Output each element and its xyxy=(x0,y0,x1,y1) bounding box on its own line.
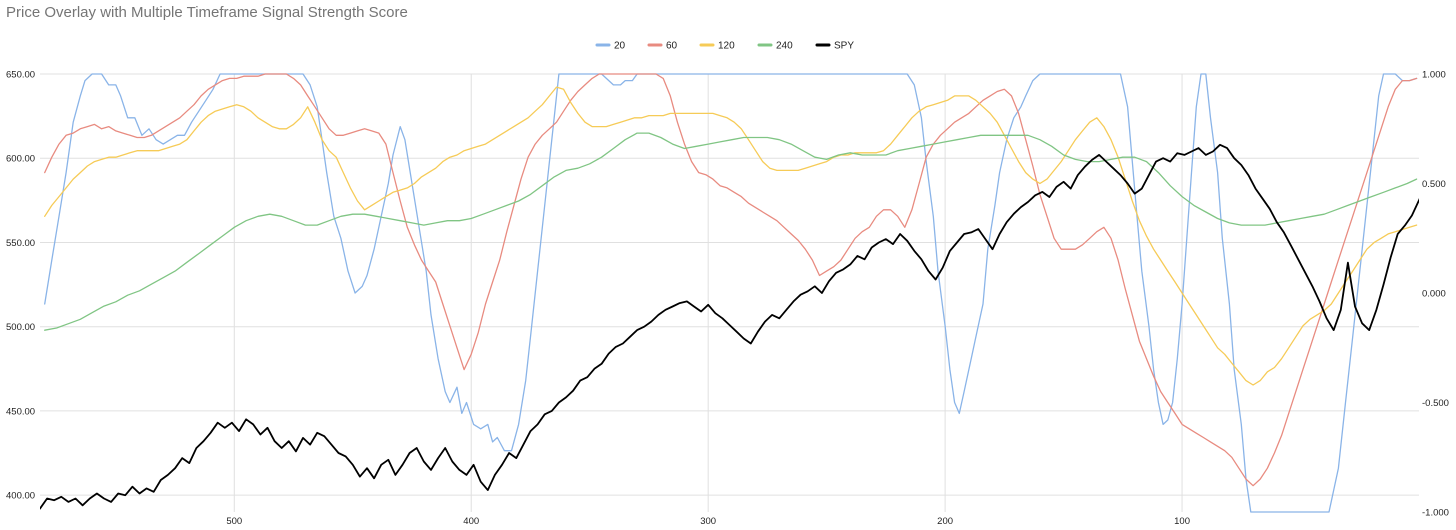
y-right-tick-label: 0.500 xyxy=(1422,179,1446,190)
axis-tick-labels: 400.00 450.00 500.00 550.00 600.00 650.00 500 4… xyxy=(6,70,1449,528)
x-tick-label: 200 xyxy=(937,516,953,527)
legend-label-20: 20 xyxy=(614,41,626,52)
x-tick-label: 100 xyxy=(1174,516,1190,527)
series-line-120 xyxy=(44,86,1418,386)
legend-label-120: 120 xyxy=(718,41,735,52)
legend-label-60: 60 xyxy=(666,41,678,52)
legend-label-240: 240 xyxy=(776,41,793,52)
series-line-20 xyxy=(44,73,1418,513)
series-line-60 xyxy=(44,73,1418,487)
x-tick-label: 300 xyxy=(700,516,716,527)
y-right-tick-label: 1.000 xyxy=(1422,70,1446,81)
y-left-tick-label: 500.00 xyxy=(6,322,35,333)
legend-label-spy: SPY xyxy=(834,41,854,52)
series-line-spy xyxy=(40,143,1419,510)
y-left-tick-label: 400.00 xyxy=(6,491,35,502)
y-left-tick-label: 550.00 xyxy=(6,238,35,249)
y-right-tick-label: -0.500 xyxy=(1422,398,1449,409)
legend: 20 60 120 240 SPY xyxy=(595,41,854,52)
x-tick-label: 500 xyxy=(226,516,242,527)
y-right-tick-label: 0.000 xyxy=(1422,289,1446,300)
series-lines xyxy=(40,73,1419,513)
y-left-tick-label: 450.00 xyxy=(6,406,35,417)
y-left-tick-label: 650.00 xyxy=(6,70,35,81)
y-right-tick-label: -1.000 xyxy=(1422,508,1449,519)
series-line-240 xyxy=(44,132,1418,331)
gridlines xyxy=(40,73,1419,512)
y-left-tick-label: 600.00 xyxy=(6,154,35,165)
x-tick-label: 400 xyxy=(463,516,479,527)
chart-title: Price Overlay with Multiple Timeframe Si… xyxy=(6,4,408,21)
